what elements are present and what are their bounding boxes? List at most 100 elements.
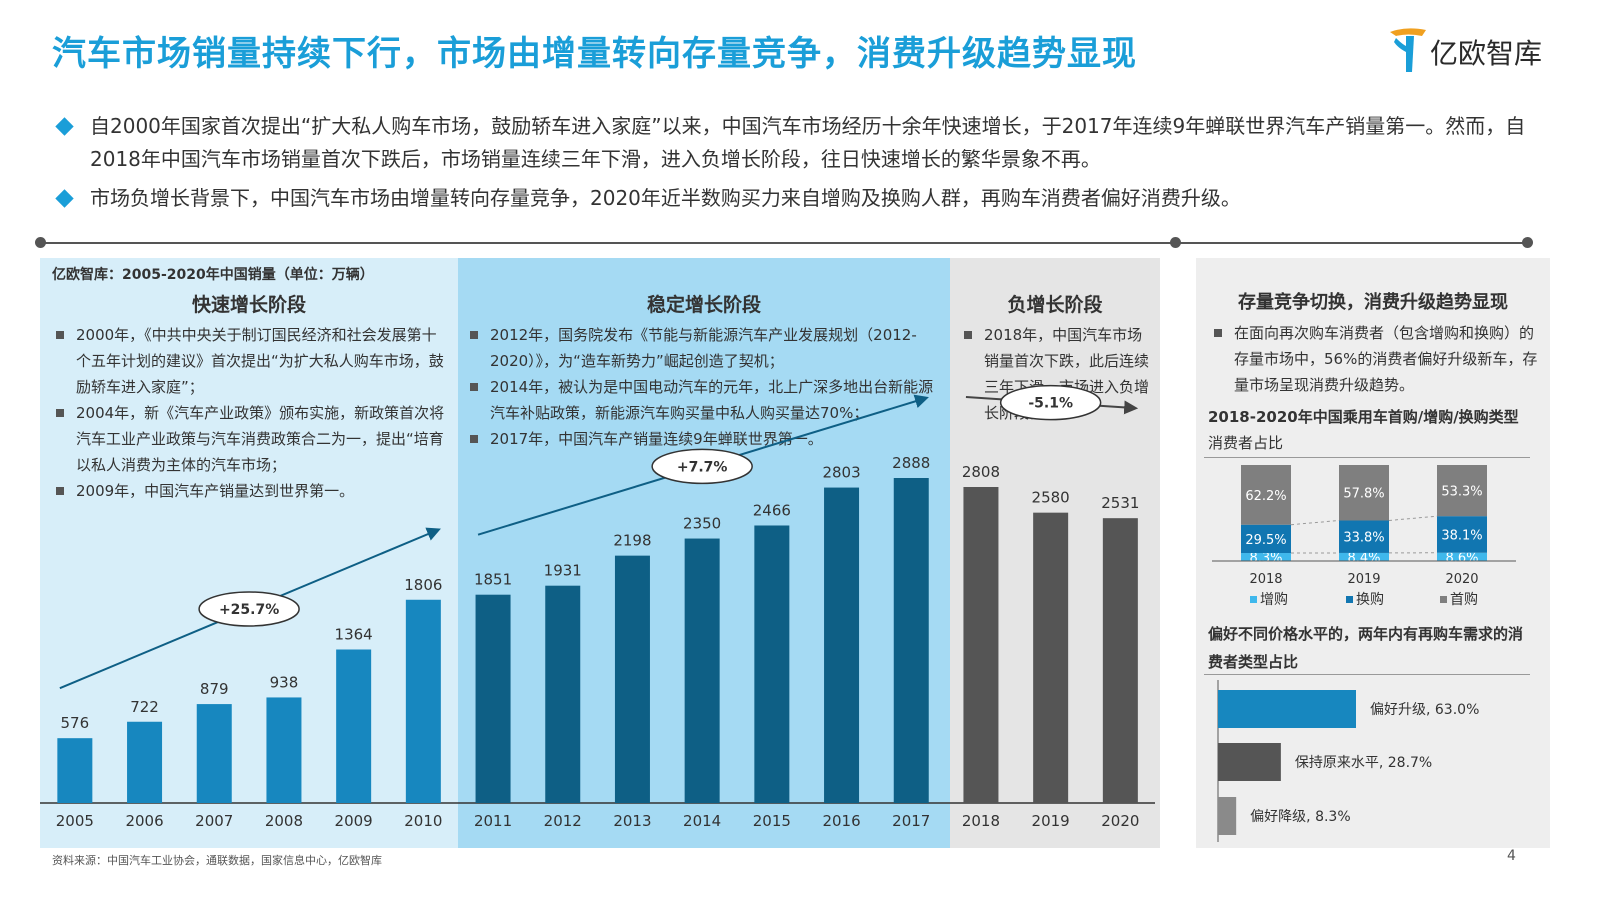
logo-text: 亿欧智库: [1430, 37, 1543, 70]
bar-value-label: 576: [61, 714, 90, 732]
bar-2008: [266, 697, 302, 803]
stacked-value-label: 53.3%: [1441, 485, 1482, 500]
bar-2019: [1033, 512, 1069, 803]
hbar-偏好升级: [1218, 690, 1356, 728]
bar-2014: [684, 538, 720, 803]
legend-swatch: [1440, 596, 1447, 603]
stacked-connector: [1290, 519, 1340, 526]
bar-value-label: 1851: [474, 571, 512, 589]
stacked-value-label: 62.2%: [1245, 489, 1286, 504]
x-tick-label: 2007: [195, 812, 233, 830]
fast-oval: [198, 591, 300, 627]
bar-value-label: 2580: [1032, 489, 1070, 507]
bar-2006: [127, 721, 163, 803]
stage-notes-stable: 2012年，国务院发布《节能与新能源汽车产业发展规划（2012-2020）》，为…: [468, 322, 942, 452]
bar-value-label: 2808: [962, 463, 1000, 481]
page-number: 4: [1507, 848, 1516, 864]
bar-2020: [1102, 518, 1138, 803]
hbar-value-label: 保持原来水平, 28.7%: [1295, 755, 1432, 771]
separator-line-right: [1175, 242, 1527, 244]
stage-title-fast: 快速增长阶段: [191, 294, 306, 316]
x-tick-label: 2019: [1032, 812, 1070, 830]
summary-bullets: 自2000年国家首次提出“扩大私人购车市场，鼓励轿车进入家庭”以来，中国汽车市场…: [54, 110, 1554, 221]
fast-growth-panel: [40, 258, 458, 848]
x-tick-label: 2011: [474, 812, 512, 830]
chart-title: 亿欧智库：2005-2020年中国销量（单位：万辆）: [52, 267, 374, 283]
bar-2011: [475, 594, 511, 803]
legend-label: 增购: [1260, 592, 1288, 608]
bar-value-label: 1806: [404, 576, 442, 594]
x-tick-label: 2018: [962, 812, 1000, 830]
stage-note: 2012年，国务院发布《节能与新能源汽车产业发展规划（2012-2020）》，为…: [468, 322, 942, 374]
x-tick-label: 2013: [613, 812, 651, 830]
stage-title-stable: 稳定增长阶段: [646, 294, 761, 316]
bar-2012: [545, 585, 581, 803]
bar-2010: [405, 599, 441, 803]
x-tick-label: 2020: [1101, 812, 1139, 830]
stacked-value-label: 29.5%: [1245, 533, 1286, 548]
bar-value-label: 2466: [753, 501, 791, 519]
bar-2018: [963, 487, 999, 803]
separator-dot: [35, 237, 46, 248]
bar-2015: [754, 525, 790, 803]
stage-notes-fast: 2000年，《中共中央关于制订国民经济和社会发展第十个五年计划的建议》首次提出“…: [54, 322, 450, 504]
x-tick-label: 2005: [56, 812, 94, 830]
bar-2013: [614, 555, 650, 803]
separator-line-left: [40, 242, 1175, 244]
stacked-x-label: 2019: [1347, 572, 1380, 587]
stacked-seg-2018: [1241, 465, 1291, 525]
bar-2016: [824, 487, 860, 803]
stacked-seg-2020: [1437, 465, 1487, 517]
stacked-seg-2020: [1437, 516, 1487, 553]
summary-bullet-text: 市场负增长背景下，中国汽车市场由增量转向存量竞争，2020年近半数购买力来自增购…: [90, 186, 1241, 210]
bar-2007: [196, 704, 232, 803]
hbar-保持原来水平: [1218, 743, 1281, 781]
logo: 亿欧智库: [1386, 24, 1566, 76]
bar-value-label: 2531: [1101, 494, 1139, 512]
bar-value-label: 2888: [892, 454, 930, 472]
stacked-seg-2018: [1241, 553, 1291, 561]
bar-value-label: 1364: [335, 626, 373, 644]
stacked-value-label: 38.1%: [1441, 528, 1482, 543]
x-tick-label: 2009: [335, 812, 373, 830]
bar-value-label: 2803: [822, 464, 860, 482]
legend-label: 首购: [1450, 592, 1478, 608]
x-tick-label: 2014: [683, 812, 721, 830]
stage-note: 2009年，中国汽车产销量达到世界第一。: [54, 478, 450, 504]
right-panel-title: 存量竞争切换，消费升级趋势显现: [1238, 292, 1508, 313]
stacked-seg-2020: [1437, 552, 1487, 561]
stacked-seg-2019: [1339, 520, 1389, 553]
title-underline: [1204, 457, 1530, 458]
right-note-text: 在面向再次购车消费者（包含增购和换购）的存量市场中，56%的消费者偏好升级新车，…: [1212, 320, 1542, 398]
stacked-chart-title: 2018-2020年中国乘用车首购/增购/换购类型: [1208, 408, 1519, 426]
x-tick-label: 2006: [125, 812, 163, 830]
stacked-value-label: 8.4%: [1347, 551, 1380, 566]
bar-value-label: 1931: [544, 562, 582, 580]
bar-value-label: 722: [130, 698, 159, 716]
legend-swatch: [1346, 596, 1353, 603]
stacked-x-label: 2018: [1249, 572, 1282, 587]
hbar-value-label: 偏好降级, 8.3%: [1250, 809, 1350, 825]
stable-growth-label: +7.7%: [677, 459, 728, 475]
hbar-偏好降级: [1218, 797, 1237, 835]
x-tick-label: 2010: [404, 812, 442, 830]
stage-note: 2000年，《中共中央关于制订国民经济和社会发展第十个五年计划的建议》首次提出“…: [54, 322, 450, 400]
stage-note: 2004年，新《汽车产业政策》颁布实施，新政策首次将汽车工业产业政策与汽车消费政…: [54, 400, 450, 478]
stage-title-negative: 负增长阶段: [1007, 294, 1103, 316]
x-tick-label: 2016: [822, 812, 860, 830]
yiou-logo-icon: [1390, 28, 1426, 72]
page-title: 汽车市场销量持续下行，市场由增量转向存量竞争，消费升级趋势显现: [52, 34, 1137, 74]
stacked-value-label: 8.3%: [1249, 551, 1282, 566]
right-panel-note: 在面向再次购车消费者（包含增购和换购）的存量市场中，56%的消费者偏好升级新车，…: [1212, 320, 1542, 398]
bar-2017: [893, 478, 929, 803]
stacked-chart-subtitle: 消费者占比: [1208, 434, 1284, 452]
x-tick-label: 2017: [892, 812, 930, 830]
stacked-connector: [1388, 515, 1438, 521]
fast-growth-label: +25.7%: [219, 602, 279, 618]
bar-2005: [57, 738, 93, 803]
bar-2009: [336, 649, 372, 803]
hbar-value-label: 偏好升级, 63.0%: [1370, 702, 1479, 718]
summary-bullet-1: 自2000年国家首次提出“扩大私人购车市场，鼓励轿车进入家庭”以来，中国汽车市场…: [54, 110, 1554, 176]
separator-dot: [1522, 237, 1533, 248]
